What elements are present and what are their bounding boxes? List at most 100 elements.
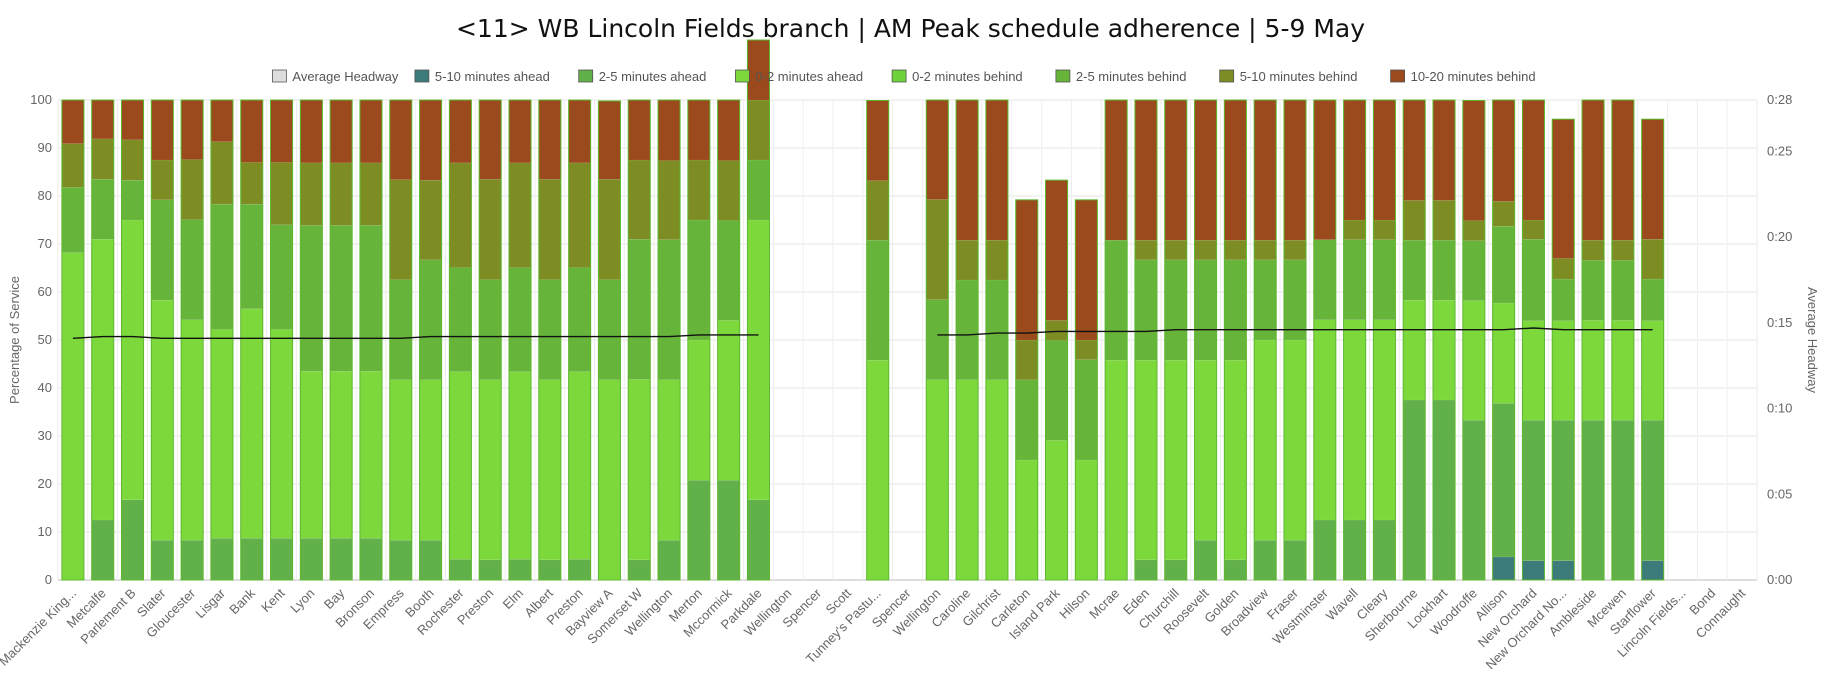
y-tick-label: 100	[30, 92, 52, 107]
legend-item[interactable]: 0-2 minutes behind	[891, 69, 1023, 84]
bar-segment	[1611, 239, 1635, 261]
bar-segment	[1194, 539, 1217, 581]
bar-segment	[1104, 99, 1128, 241]
bar-segment	[1551, 419, 1575, 562]
bar-segment	[717, 220, 740, 321]
bar-segment	[300, 370, 323, 539]
bar-segment	[1641, 278, 1664, 322]
bar-segment	[419, 539, 442, 581]
legend-item[interactable]: 0-2 minutes ahead	[735, 69, 863, 84]
bar-outline	[240, 99, 264, 581]
headway-line-group	[72, 327, 1653, 339]
bar-segment	[1134, 99, 1158, 241]
bar-segment	[121, 99, 144, 141]
bar-segment	[1492, 99, 1515, 202]
bar-segment	[1134, 559, 1158, 581]
bar-segment	[389, 99, 413, 180]
bar-segment	[359, 162, 383, 226]
bar-segment	[1402, 399, 1426, 581]
bar-segment	[1253, 339, 1277, 541]
legend-item[interactable]: 2-5 minutes behind	[1055, 69, 1187, 84]
y2-tick-label: 0:10	[1767, 401, 1792, 416]
bar-segment	[1611, 320, 1635, 421]
bar-segment	[627, 379, 651, 561]
bar-segment	[1551, 118, 1575, 259]
bar-segment	[508, 99, 532, 164]
legend-swatch	[271, 69, 287, 83]
bar-segment	[240, 203, 264, 310]
bar-segment	[300, 162, 323, 226]
legend-item[interactable]: 5-10 minutes behind	[1219, 69, 1358, 84]
bar-segment	[210, 99, 234, 143]
bar-segment	[300, 225, 323, 372]
bar-segment	[1224, 99, 1247, 241]
bar-segment	[300, 537, 323, 581]
bar-segment	[329, 162, 353, 226]
bar-segment	[1462, 240, 1486, 301]
bar-segment	[926, 199, 949, 300]
bar-segment	[180, 539, 204, 581]
bar-segment	[687, 99, 711, 161]
bar-segment	[449, 559, 472, 581]
bar-outline	[1551, 118, 1575, 581]
bar-outline	[717, 99, 741, 581]
bar-segment	[1611, 99, 1635, 241]
bar-segment	[1164, 99, 1188, 241]
bar-segment	[1522, 419, 1545, 562]
bar-segment	[1343, 239, 1366, 321]
bar-outline	[329, 99, 353, 581]
bars	[61, 39, 1665, 581]
bar-outline	[150, 99, 174, 581]
legend-label: 0-2 minutes ahead	[755, 69, 863, 84]
legend-item[interactable]: 10-20 minutes behind	[1390, 69, 1536, 84]
bar-segment	[747, 219, 770, 501]
bar-segment	[91, 99, 114, 140]
bar-segment	[1194, 359, 1217, 541]
bar-segment	[270, 537, 293, 581]
bar-segment	[1402, 239, 1426, 301]
bar-segment	[1224, 559, 1247, 581]
y-tick-label: 40	[38, 380, 52, 395]
bar-segment	[955, 99, 979, 241]
bar-segment	[1432, 200, 1456, 241]
bar-segment	[1253, 539, 1277, 581]
bar-segment	[508, 267, 532, 372]
y-tick-label: 90	[38, 140, 52, 155]
legend-swatch	[578, 69, 594, 83]
bar-segment	[1522, 560, 1545, 581]
bar-segment	[926, 379, 949, 581]
bar-segment	[270, 224, 293, 330]
legend-item[interactable]: 2-5 minutes ahead	[578, 69, 707, 84]
bar-segment	[1641, 238, 1664, 280]
bar-segment	[1551, 258, 1575, 280]
bar-segment	[1462, 419, 1486, 581]
legend-item[interactable]: 5-10 minutes ahead	[414, 69, 550, 84]
y-tick-label: 70	[38, 236, 52, 251]
bar-segment	[180, 319, 204, 541]
y-tick-label: 50	[38, 332, 52, 347]
bar-segment	[955, 279, 979, 381]
bar-segment	[985, 379, 1009, 581]
bar-segment	[449, 162, 472, 268]
bar-segment	[1373, 319, 1396, 521]
bar-segment	[478, 99, 502, 180]
bar-segment	[1224, 359, 1247, 561]
bar-segment	[1164, 359, 1188, 561]
bar-segment	[180, 99, 204, 160]
bar-segment	[1104, 359, 1128, 581]
legend-label: 0-2 minutes behind	[912, 69, 1023, 84]
bar-segment	[1432, 239, 1456, 301]
bar-segment	[926, 99, 949, 200]
bar-segment	[1373, 239, 1396, 321]
bar-segment	[538, 379, 562, 561]
bar-segment	[1313, 319, 1337, 521]
bar-segment	[180, 159, 204, 220]
legend[interactable]: Average Headway 5-10 minutes ahead 2-5 min…	[271, 69, 1536, 84]
bar-outline	[1104, 99, 1128, 581]
legend-item[interactable]: Average Headway	[271, 69, 399, 84]
bar-segment	[627, 99, 651, 161]
bar-segment	[1402, 99, 1426, 201]
bar-segment	[1343, 219, 1366, 240]
bar-segment	[717, 160, 740, 221]
bar-segment	[210, 203, 234, 330]
